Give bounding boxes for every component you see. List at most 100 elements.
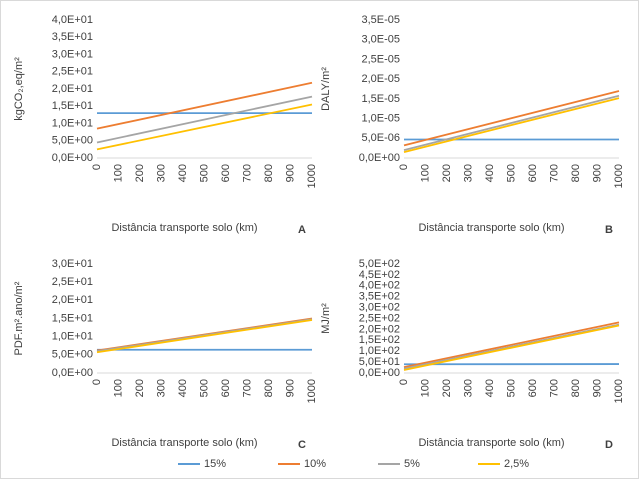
x-tick-label: 300: [462, 379, 474, 397]
y-tick-label: 1,5E-05: [361, 93, 400, 105]
x-tick-label: 0: [91, 379, 103, 385]
x-tick-label: 800: [263, 164, 275, 182]
y-axis-label: MJ/m²: [320, 303, 332, 334]
y-tick-label: 1,0E+01: [52, 331, 93, 343]
x-tick-label: 900: [591, 379, 603, 397]
x-tick-label: 600: [220, 164, 232, 182]
series-line: [96, 103, 313, 151]
y-tick-label: 5,0E+00: [52, 135, 93, 147]
x-tick-label: 400: [177, 164, 189, 182]
y-tick-label: 2,5E+01: [52, 66, 93, 78]
x-tick-label: 800: [263, 379, 275, 397]
series-line: [96, 319, 313, 354]
y-axis-label: DALY/m²: [320, 67, 332, 111]
x-axis-label: Distância transporte solo (km): [418, 222, 564, 234]
x-tick-label: 1000: [306, 164, 318, 188]
x-tick-label: 300: [155, 164, 167, 182]
x-axis-label: Distância transporte solo (km): [418, 437, 564, 449]
x-tick-label: 900: [284, 379, 296, 397]
x-tick-label: 200: [134, 379, 146, 397]
y-tick-label: 1,5E+02: [359, 334, 400, 346]
legend-label: 10%: [304, 458, 326, 470]
series-line: [403, 323, 620, 370]
panel-label: A: [298, 224, 306, 236]
x-tick-label: 500: [198, 379, 210, 397]
y-tick-label: 0,0E+00: [52, 152, 93, 164]
y-axis-label: kgCO₂,eq/m²: [13, 57, 25, 121]
y-tick-label: 3,0E+02: [359, 302, 400, 314]
y-tick-label: 4,0E+01: [52, 14, 93, 26]
x-tick-label: 200: [441, 379, 453, 397]
y-tick-label: 1,0E+02: [359, 345, 400, 357]
x-tick-label: 700: [241, 164, 253, 182]
x-tick-label: 900: [591, 164, 603, 182]
x-tick-label: 400: [177, 379, 189, 397]
y-tick-label: 4,5E+02: [359, 269, 400, 281]
y-tick-label: 2,0E+01: [52, 83, 93, 95]
y-tick-label: 2,5E+02: [359, 312, 400, 324]
x-tick-label: 100: [112, 379, 124, 397]
series-line: [403, 324, 620, 371]
y-tick-label: 2,0E+02: [359, 323, 400, 335]
y-tick-label: 1,5E+01: [52, 312, 93, 324]
x-tick-label: 500: [198, 164, 210, 182]
series-line: [403, 90, 620, 147]
x-tick-label: 0: [91, 164, 103, 170]
y-axis-label: PDF.m².ano/m²: [13, 281, 25, 355]
y-tick-label: 2,5E+01: [52, 276, 93, 288]
x-tick-label: 0: [398, 164, 410, 170]
series-line: [96, 95, 313, 144]
x-tick-label: 1000: [306, 379, 318, 403]
y-tick-label: 2,0E-05: [361, 73, 400, 85]
series-line: [96, 81, 313, 130]
y-tick-label: 5,0E+01: [359, 356, 400, 368]
x-tick-label: 1000: [613, 164, 625, 188]
y-tick-label: 1,0E-05: [361, 112, 400, 124]
y-tick-label: 0,0E+00: [52, 367, 93, 379]
y-tick-label: 3,5E+01: [52, 31, 93, 43]
y-tick-label: 3,0E-05: [361, 34, 400, 46]
x-tick-label: 700: [241, 379, 253, 397]
panel-label: D: [605, 439, 613, 451]
x-tick-label: 400: [484, 379, 496, 397]
x-tick-label: 300: [155, 379, 167, 397]
y-tick-label: 0,0E+00: [359, 152, 400, 164]
x-tick-label: 500: [505, 164, 517, 182]
x-tick-label: 600: [527, 379, 539, 397]
y-tick-label: 5,0E+02: [359, 258, 400, 270]
x-tick-label: 100: [112, 164, 124, 182]
x-tick-label: 1000: [613, 379, 625, 403]
legend-label: 5%: [404, 458, 420, 470]
y-tick-label: 5,0E-06: [361, 132, 400, 144]
x-tick-label: 100: [419, 379, 431, 397]
x-axis-label: Distância transporte solo (km): [111, 437, 257, 449]
x-tick-label: 0: [398, 379, 410, 385]
x-tick-label: 900: [284, 164, 296, 182]
x-tick-label: 700: [548, 164, 560, 182]
x-tick-label: 600: [527, 164, 539, 182]
legend-label: 15%: [204, 458, 226, 470]
series-line: [403, 321, 620, 368]
x-tick-label: 100: [419, 164, 431, 182]
panel-label: C: [298, 439, 306, 451]
x-tick-label: 300: [462, 164, 474, 182]
x-tick-label: 700: [548, 379, 560, 397]
y-tick-label: 2,0E+01: [52, 294, 93, 306]
y-tick-label: 3,5E+02: [359, 291, 400, 303]
legend-label: 2,5%: [504, 458, 529, 470]
x-tick-label: 500: [505, 379, 517, 397]
y-tick-label: 3,5E-05: [361, 14, 400, 26]
y-tick-label: 1,5E+01: [52, 100, 93, 112]
series-line: [403, 97, 620, 153]
x-tick-label: 800: [570, 379, 582, 397]
x-tick-label: 200: [134, 164, 146, 182]
x-tick-label: 600: [220, 379, 232, 397]
y-tick-label: 4,0E+02: [359, 280, 400, 292]
y-tick-label: 0,0E+00: [359, 367, 400, 379]
series-line: [403, 94, 620, 151]
y-tick-label: 5,0E+00: [52, 349, 93, 361]
y-tick-label: 3,0E+01: [52, 48, 93, 60]
y-tick-label: 2,5E-05: [361, 53, 400, 65]
